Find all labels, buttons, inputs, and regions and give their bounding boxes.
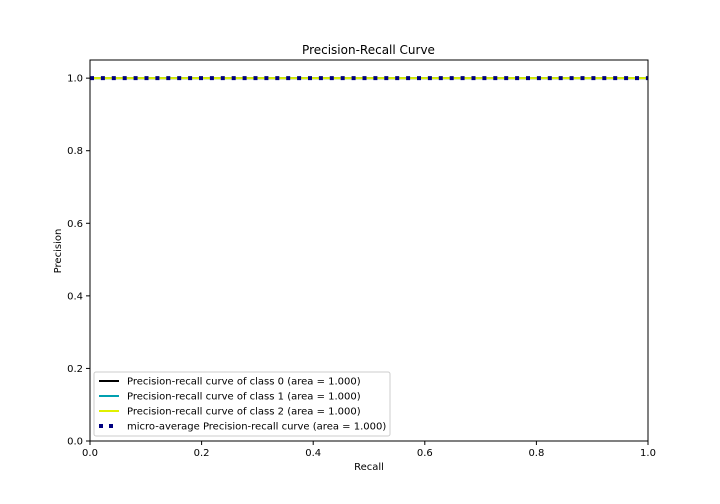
x-axis-ticks: 0.0 0.2 0.4 0.6 0.8 1.0 — [82, 441, 656, 459]
legend-entries: Precision-recall curve of class 0 (area … — [99, 377, 386, 433]
plot-frame — [89, 59, 649, 442]
legend-label: Precision-recall curve of class 2 (area … — [127, 407, 361, 418]
x-axis-label: Recall — [354, 462, 384, 473]
y-axis-ticks: 0.0 0.2 0.4 0.6 0.8 1.0 — [67, 74, 90, 448]
y-tick-label: 0.4 — [67, 291, 83, 302]
x-tick-label: 0.2 — [194, 448, 210, 459]
legend-label: Precision-recall curve of class 0 (area … — [127, 377, 361, 388]
y-tick-label: 0.6 — [67, 219, 83, 230]
y-tick-label: 0.0 — [67, 437, 83, 448]
x-tick-label: 0.6 — [417, 448, 433, 459]
legend-label: micro-average Precision-recall curve (ar… — [127, 422, 386, 433]
chart-title: Precision-Recall Curve — [302, 43, 435, 57]
legend: Precision-recall curve of class 0 (area … — [93, 371, 391, 437]
x-tick-label: 0.0 — [82, 448, 98, 459]
x-tick-label: 1.0 — [640, 448, 656, 459]
y-tick-label: 0.2 — [67, 364, 83, 375]
x-tick-label: 0.8 — [528, 448, 544, 459]
y-tick-label: 0.8 — [67, 146, 83, 157]
legend-box — [93, 371, 391, 437]
y-tick-label: 1.0 — [67, 74, 83, 85]
y-axis-label: Precision — [53, 229, 64, 274]
x-tick-label: 0.4 — [305, 448, 321, 459]
legend-label: Precision-recall curve of class 1 (area … — [127, 392, 361, 403]
